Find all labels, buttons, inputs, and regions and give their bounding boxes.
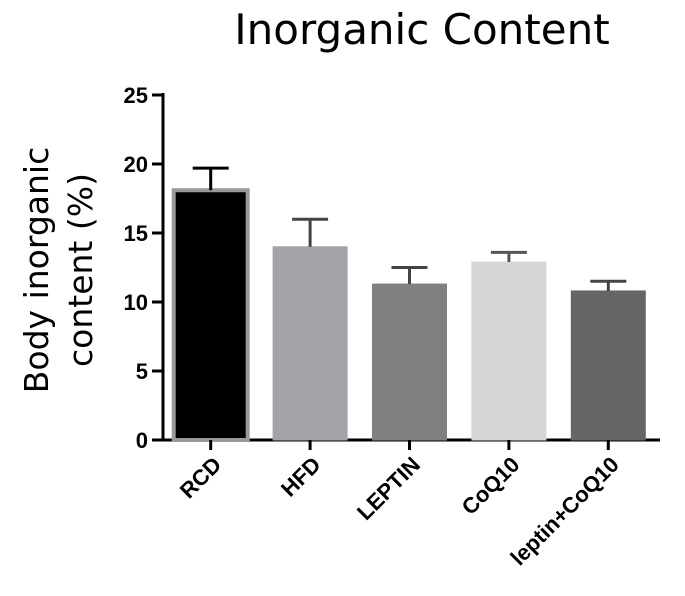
x-category-label: CoQ10 xyxy=(457,452,525,520)
y-ticks: 0 5 10 15 20 25 xyxy=(124,83,163,453)
bar-rcd xyxy=(171,188,250,442)
y-tick-label: 10 xyxy=(124,290,148,315)
bars xyxy=(171,188,646,442)
bar-leptin-coq10 xyxy=(570,290,646,441)
bar-hfd xyxy=(272,246,348,441)
y-axis-title-line-2: content (%) xyxy=(61,173,100,367)
x-category-label: LEPTIN xyxy=(352,452,425,525)
y-tick-label: 5 xyxy=(136,359,148,384)
error-bars xyxy=(192,166,627,291)
y-tick-label: 25 xyxy=(124,83,148,108)
y-tick-label: 0 xyxy=(136,428,148,453)
x-category-label: RCD xyxy=(175,452,226,503)
y-tick-label: 20 xyxy=(124,152,148,177)
bar-leptin xyxy=(372,283,447,441)
chart-title: Inorganic Content xyxy=(234,5,609,54)
y-axis-title-line-1: Body inorganic xyxy=(17,147,56,393)
y-tick-label: 15 xyxy=(124,221,148,246)
x-category-label: HFD xyxy=(276,452,326,502)
y-axis-title: Body inorganic content (%) xyxy=(17,147,100,393)
bar-coq10 xyxy=(471,261,547,441)
